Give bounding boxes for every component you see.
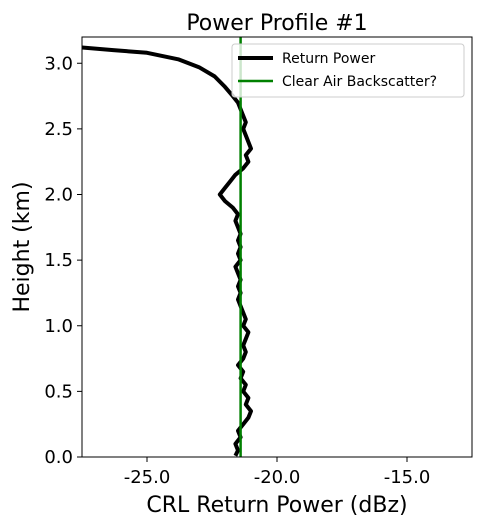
y-tick-label: 2.0 [44,185,73,206]
plot-frame [81,36,473,458]
y-tick-label: 0.5 [44,381,73,402]
series-layer [82,37,253,457]
y-axis: 0.0 0.5 1.0 1.5 2.0 2.5 3.0 [44,53,82,468]
chart-title: Power Profile #1 [186,11,367,36]
y-tick-label: 3.0 [44,53,73,74]
legend-box [231,43,465,98]
y-tick-label: 1.0 [44,316,73,337]
legend-label-clear-air: Clear Air Backscatter? [282,74,437,90]
legend: Return Power Clear Air Backscatter? [231,43,465,98]
series-return-power-line [82,45,253,457]
x-tick-label: -15.0 [384,467,431,488]
y-tick-label: 0.0 [44,447,73,468]
x-axis: -25.0 -20.0 -15.0 [124,457,431,488]
y-axis-title: Height (km) [10,181,35,312]
y-tick-label: 1.5 [44,250,73,271]
x-tick-label: -20.0 [254,467,301,488]
x-axis-title: CRL Return Power (dBz) [146,493,407,518]
legend-label-return-power: Return Power [282,51,375,67]
y-tick-label: 2.5 [44,119,73,140]
x-tick-label: -25.0 [124,467,171,488]
